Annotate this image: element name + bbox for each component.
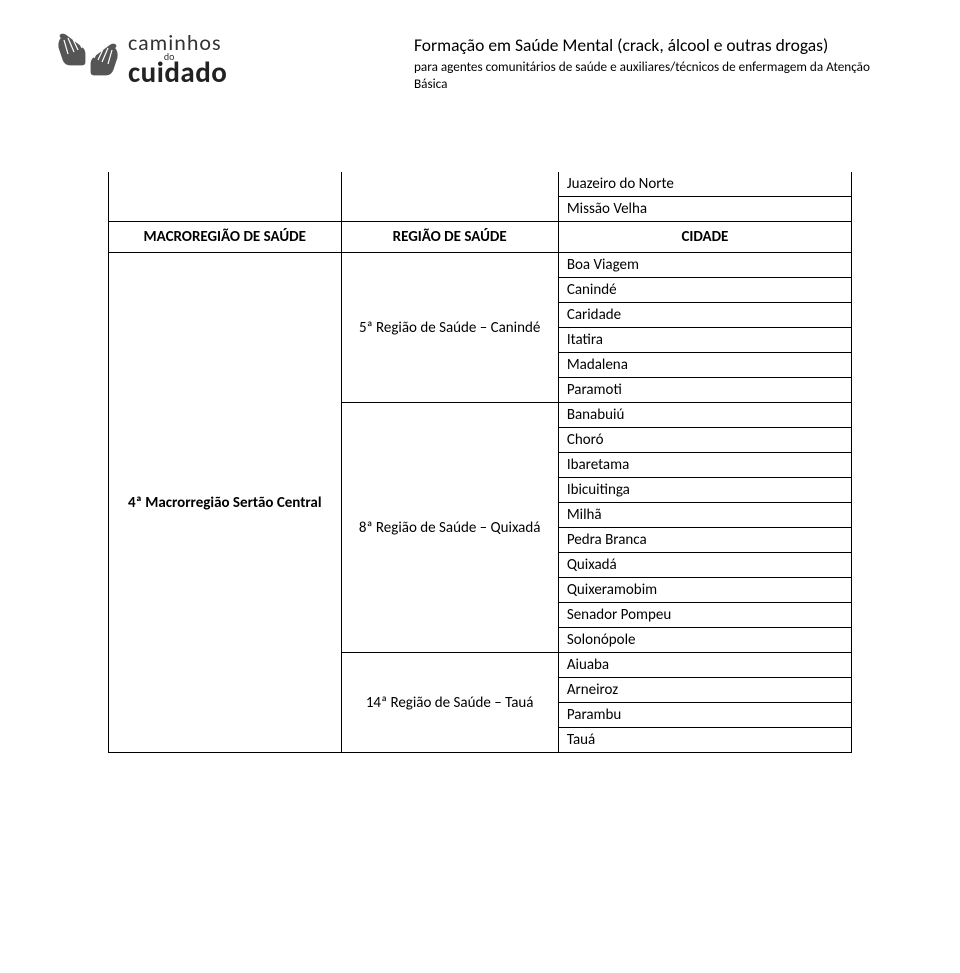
header-right: Formação em Saúde Mental (crack, álcool … [414,34,904,92]
col-header-region: REGIÃO DE SAÚDE [341,222,558,253]
col-header-macro: MACROREGIÃO DE SAÚDE [109,222,342,253]
city-cell: Milhã [558,503,851,528]
header-title: Formação em Saúde Mental (crack, álcool … [414,34,904,56]
city-cell: Solonópole [558,628,851,653]
city-cell: Caridade [558,303,851,328]
logo-line2: cuidado [128,58,227,87]
region-cell: 14ª Região de Saúde – Tauá [341,653,558,753]
city-cell: Madalena [558,353,851,378]
content: Juazeiro do Norte Missão Velha MACROREGI… [0,102,960,793]
city-cell: Banabuiú [558,403,851,428]
city-cell: Tauá [558,728,851,753]
city-cell: Juazeiro do Norte [558,172,851,197]
city-cell: Ibaretama [558,453,851,478]
region-cell: 8ª Região de Saúde – Quixadá [341,403,558,653]
city-cell: Missão Velha [558,197,851,222]
col-header-city: CIDADE [558,222,851,253]
city-cell: Choró [558,428,851,453]
empty-macro-cell [109,172,342,222]
city-cell: Arneiroz [558,678,851,703]
city-cell: Pedra Branca [558,528,851,553]
header-subtitle: para agentes comunitários de saúde e aux… [414,58,904,92]
logo-text: caminhos do cuidado [128,32,227,87]
city-cell: Quixadá [558,553,851,578]
empty-region-cell [341,172,558,222]
macro-cell: 4ª Macrorregião Sertão Central [109,253,342,753]
page-header: caminhos do cuidado Formação em Saúde Me… [0,0,960,102]
city-cell: Canindé [558,278,851,303]
logo-block: caminhos do cuidado [56,30,227,87]
city-cell: Aiuaba [558,653,851,678]
table-row: 4ª Macrorregião Sertão Central 5ª Região… [109,253,852,278]
table-header-row: MACROREGIÃO DE SAÚDE REGIÃO DE SAÚDE CID… [109,222,852,253]
city-cell: Parambu [558,703,851,728]
city-cell: Quixeramobim [558,578,851,603]
city-cell: Boa Viagem [558,253,851,278]
table-row: Juazeiro do Norte [109,172,852,197]
city-cell: Senador Pompeu [558,603,851,628]
region-cell: 5ª Região de Saúde – Canindé [341,253,558,403]
city-cell: Paramoti [558,378,851,403]
city-cell: Ibicuitinga [558,478,851,503]
city-cell: Itatira [558,328,851,353]
table-body: Juazeiro do Norte Missão Velha MACROREGI… [109,172,852,753]
regions-table: Juazeiro do Norte Missão Velha MACROREGI… [108,172,852,753]
logo-line1: caminhos [128,32,227,54]
hands-icon [56,30,120,82]
